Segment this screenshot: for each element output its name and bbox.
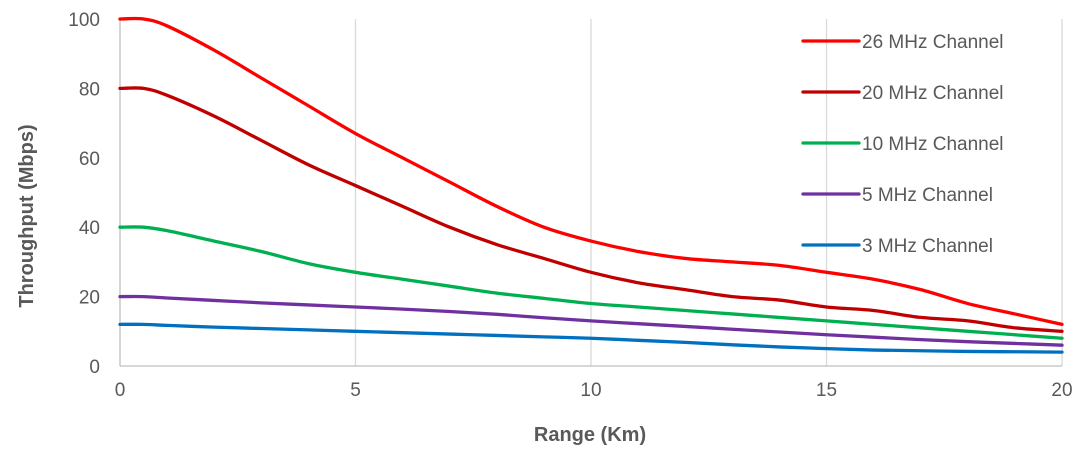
y-tick-label: 20 — [79, 288, 100, 309]
x-tick-label: 15 — [816, 380, 837, 401]
legend-item-3-mhz-channel: 3 MHz Channel — [801, 236, 993, 257]
legend-item-26-mhz-channel: 26 MHz Channel — [801, 32, 1004, 53]
legend-item-10-mhz-channel: 10 MHz Channel — [801, 134, 1004, 155]
x-tick-label: 0 — [115, 380, 126, 401]
series-line-10-mhz-channel — [118, 225, 1064, 340]
y-tick-label: 100 — [68, 10, 100, 31]
series-lines — [118, 16, 1064, 354]
legend-label: 20 MHz Channel — [862, 83, 1004, 104]
legend-item-5-mhz-channel: 5 MHz Channel — [801, 185, 993, 206]
series-line-26-mhz-channel — [118, 16, 1064, 327]
x-tick-label: 10 — [580, 380, 601, 401]
x-tick-label: 20 — [1051, 380, 1072, 401]
series-line-5-mhz-channel — [118, 294, 1064, 347]
y-tick-label: 60 — [79, 149, 100, 170]
series-line-20-mhz-channel — [118, 86, 1064, 333]
y-tick-label: 0 — [89, 357, 100, 378]
legend-item-20-mhz-channel: 20 MHz Channel — [801, 83, 1004, 104]
legend-label: 26 MHz Channel — [862, 32, 1004, 53]
x-tick-label: 5 — [350, 380, 361, 401]
axes — [119, 19, 1062, 367]
tick-labels: 0 5 10 15 20 0 20 40 60 80 100 — [68, 10, 1072, 401]
legend-label: 5 MHz Channel — [862, 185, 993, 206]
y-axis-title: Throughput (Mbps) — [16, 124, 38, 307]
series-line-3-mhz-channel — [118, 322, 1064, 354]
y-tick-label: 40 — [79, 218, 100, 239]
y-tick-label: 80 — [79, 79, 100, 100]
legend: 26 MHz Channel 20 MHz Channel 10 MHz Chann… — [801, 32, 1004, 257]
x-axis-title: Range (Km) — [534, 424, 646, 446]
legend-label: 3 MHz Channel — [862, 236, 993, 257]
legend-label: 10 MHz Channel — [862, 134, 1004, 155]
